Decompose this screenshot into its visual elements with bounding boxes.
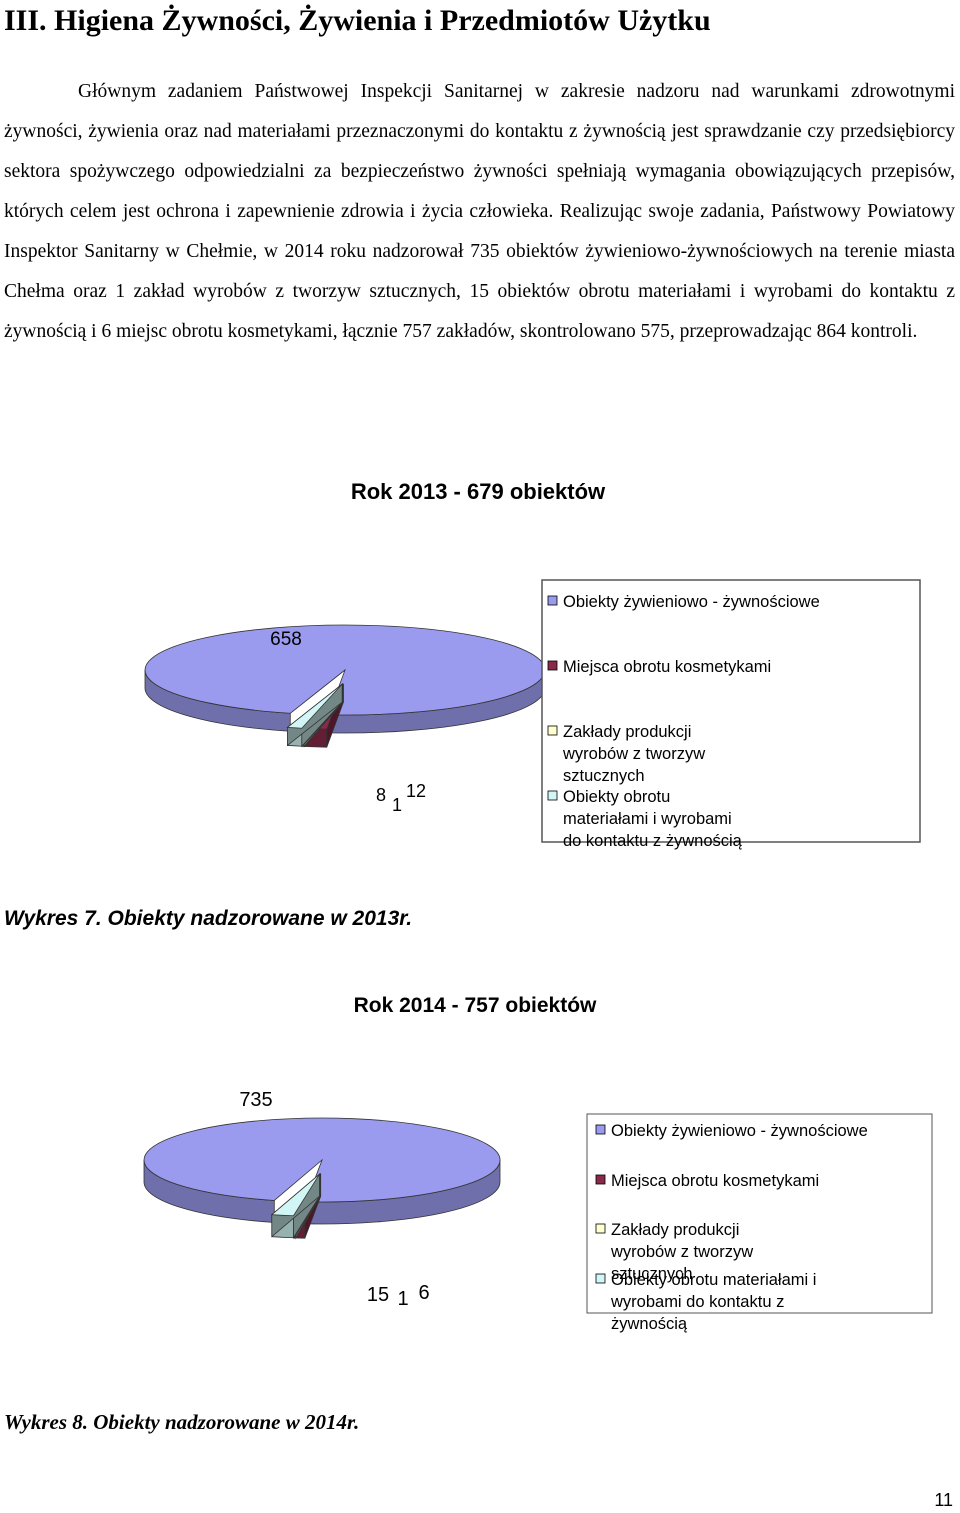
legend-label: Zakłady produkcji wyrobów z tworzyw sztucz…: [610, 1221, 753, 1283]
pie-2014: [143, 1117, 501, 1240]
data-label-zaklady-produkcji-wyrobow-z-tworzyw-sztucznych: 1: [392, 795, 402, 815]
data-label-obiekty-zywieniowo-zywnosciowe: 735: [239, 1089, 272, 1111]
pie-slice-top: [144, 624, 546, 716]
legend-label: Obiekty żywieniowo - żywnościowe: [563, 593, 820, 611]
legend-item-zaklady-produkcji-wyrobow-z-tworzyw-sztucznych: Zakłady produkcji wyrobów z tworzyw sztucz…: [595, 1221, 753, 1283]
legend-swatch: [547, 790, 558, 801]
legend-item-obiekty-obrotu-materialami-i-wyrobami-do-kontaktu-z-zywnoscia: Obiekty obrotu materiałami i wyrobami do k…: [547, 788, 743, 850]
pie-slice-top: [270, 1173, 320, 1217]
legend-item-obiekty-zywieniowo-zywnosciowe: Obiekty żywieniowo - żywnościowe: [547, 593, 820, 611]
pie-slice-top: [286, 683, 343, 729]
pie-chart-2014: Rok 2014 - 757 obiektów 735 61 15 Obiekty ży…: [143, 994, 933, 1333]
legend-box: [586, 1113, 933, 1314]
body-paragraph: Głównym zadaniem Państwowej Inspekcji Sa…: [4, 81, 955, 342]
data-label-miejsca-obrotu-kosmetykami: 12: [406, 781, 426, 801]
figure-caption-2013: Wykres 7. Obiekty nadzorowane w 2013r.: [4, 907, 413, 930]
section-heading: III. Higiena Żywności, Żywienia i Przedm…: [4, 4, 711, 37]
chart-title-2013: Rok 2013 - 679 obiektów: [351, 479, 606, 504]
legend-label: Obiekty żywieniowo - żywnościowe: [611, 1122, 868, 1140]
legend-2014: Obiekty żywieniowo - żywnościowe Miejsca …: [586, 1113, 933, 1333]
legend-swatch: [595, 1273, 606, 1284]
pie-slice-top: [143, 1117, 501, 1203]
legend-item-zaklady-produkcji-wyrobow-z-tworzyw-sztucznych: Zakłady produkcji wyrobów z tworzyw sztucz…: [547, 723, 705, 785]
legend-item-miejsca-obrotu-kosmetykami: Miejsca obrotu kosmetykami: [547, 658, 771, 676]
legend-swatch: [547, 660, 558, 671]
pie-slice-obiekty-zywieniowo-zywnosciowe: [144, 624, 546, 734]
figure-caption-2014: Wykres 8. Obiekty nadzorowane w 2014r.: [4, 1410, 360, 1434]
data-label-obiekty-obrotu-materialami-i-wyrobami-do-kontaktu-z-zywnoscia: 8: [376, 785, 386, 805]
legend-item-miejsca-obrotu-kosmetykami: Miejsca obrotu kosmetykami: [595, 1172, 819, 1190]
legend-2013: Obiekty żywieniowo - żywnościowe Miejsca …: [541, 579, 921, 850]
legend-swatch: [547, 725, 558, 736]
data-label-obiekty-obrotu-materialami-i-wyrobami-do-kontaktu-z-zywnoscia: 15: [367, 1284, 389, 1306]
legend-label: Obiekty obrotu materiałami i wyrobami do …: [610, 1271, 816, 1333]
legend-label: Miejsca obrotu kosmetykami: [563, 658, 771, 676]
data-label-obiekty-zywieniowo-zywnosciowe: 658: [270, 629, 302, 650]
pie-slice-obiekty-obrotu-materialami-i-wyrobami-do-kontaktu-z-zywnoscia: [270, 1172, 320, 1240]
pie-slice-obiekty-obrotu-materialami-i-wyrobami-do-kontaktu-z-zywnoscia: [286, 683, 343, 748]
legend-item-obiekty-zywieniowo-zywnosciowe: Obiekty żywieniowo - żywnościowe: [595, 1122, 868, 1140]
legend-label: Zakłady produkcji wyrobów z tworzyw sztucz…: [562, 723, 705, 785]
legend-swatch: [595, 1174, 606, 1185]
legend-swatch: [595, 1223, 606, 1234]
pie-2013: [144, 624, 546, 748]
legend-item-obiekty-obrotu-materialami-i-wyrobami-do-kontaktu-z-zywnoscia: Obiekty obrotu materiałami i wyrobami do …: [595, 1271, 816, 1333]
page-number: 11: [934, 1490, 953, 1510]
data-label-miejsca-obrotu-kosmetykami: 6: [418, 1282, 429, 1304]
chart-title-2014: Rok 2014 - 757 obiektów: [354, 994, 597, 1017]
data-label-zaklady-produkcji-wyrobow-z-tworzyw-sztucznych: 1: [397, 1288, 408, 1310]
legend-label: Miejsca obrotu kosmetykami: [611, 1172, 819, 1190]
pie-slice-obiekty-zywieniowo-zywnosciowe: [143, 1117, 501, 1225]
legend-label: Obiekty obrotu materiałami i wyrobami do k…: [563, 788, 743, 850]
legend-box: [541, 579, 921, 843]
legend-swatch: [547, 595, 558, 606]
legend-swatch: [595, 1124, 606, 1135]
